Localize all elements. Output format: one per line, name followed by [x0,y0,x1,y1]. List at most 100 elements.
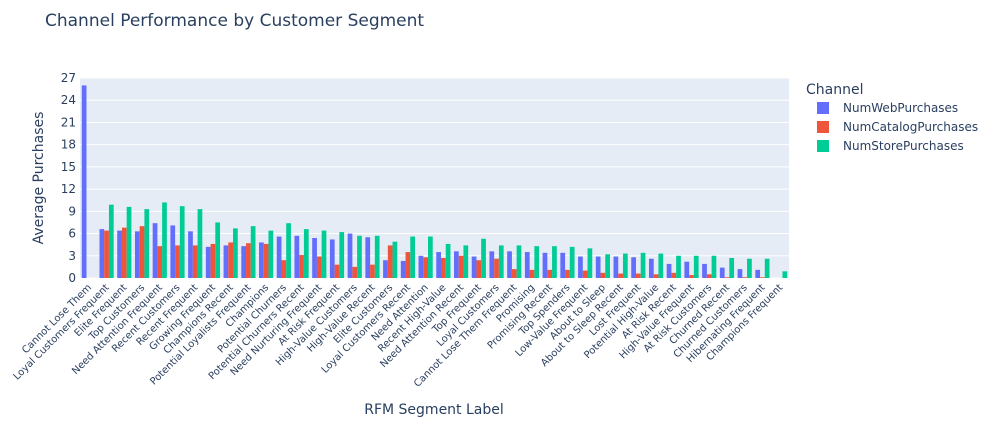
chart-title: Channel Performance by Customer Segment [45,11,424,31]
bar-NumCatalogPurchases-3 [139,226,145,278]
legend-label: NumWebPurchases [843,101,958,115]
bar-NumWebPurchases-25 [524,252,530,278]
plot-area [80,78,789,278]
bar-NumWebPurchases-27 [560,252,566,278]
bar-NumCatalogPurchases-29 [600,272,606,278]
bar-NumStorePurchases-30 [622,253,628,278]
bar-NumCatalogPurchases-36 [724,277,730,278]
legend-swatch [817,102,829,114]
bar-NumCatalogPurchases-19 [423,257,429,278]
bar-NumCatalogPurchases-34 [689,275,694,278]
bar-NumCatalogPurchases-5 [175,245,180,278]
bar-NumStorePurchases-37 [747,258,752,278]
bar-NumStorePurchases-3 [144,209,150,278]
bar-NumWebPurchases-38 [755,269,761,278]
legend-title: Channel [806,82,863,98]
bar-NumCatalogPurchases-26 [547,269,553,278]
bar-NumStorePurchases-8 [233,228,238,278]
y-tick-label: 18 [61,138,76,152]
bar-NumWebPurchases-28 [578,256,583,278]
bar-NumStorePurchases-7 [215,222,221,278]
bar-NumCatalogPurchases-24 [511,269,517,278]
bar-NumWebPurchases-24 [507,251,512,278]
bar-NumStorePurchases-29 [605,254,610,278]
bar-NumStorePurchases-38 [764,258,770,278]
bar-NumStorePurchases-26 [552,246,557,278]
bar-NumWebPurchases-23 [489,251,495,278]
y-tick-label: 9 [68,204,76,218]
bar-NumCatalogPurchases-11 [281,260,287,278]
bar-NumStorePurchases-12 [303,229,309,278]
bar-NumWebPurchases-10 [259,242,264,278]
legend-label: NumCatalogPurchases [843,120,978,134]
bar-NumWebPurchases-15 [347,233,353,278]
bar-NumStorePurchases-13 [321,230,327,278]
legend-swatch [817,140,829,152]
bar-NumStorePurchases-17 [392,241,398,278]
bar-NumCatalogPurchases-22 [476,260,482,278]
bar-NumWebPurchases-4 [152,223,158,278]
bar-NumCatalogPurchases-15 [352,266,358,278]
bar-NumWebPurchases-7 [205,246,211,278]
bar-NumStorePurchases-5 [179,206,185,278]
bar-NumCatalogPurchases-27 [565,269,570,278]
bar-NumCatalogPurchases-31 [635,273,641,278]
bar-NumCatalogPurchases-17 [387,245,393,278]
bar-NumStorePurchases-16 [374,235,380,278]
x-tick-label: Cannot Lose Them [20,282,94,356]
bar-NumCatalogPurchases-21 [458,255,464,278]
bar-NumStorePurchases-28 [587,248,593,278]
bar-NumCatalogPurchases-20 [440,258,446,278]
bar-NumCatalogPurchases-32 [653,274,659,278]
bar-NumWebPurchases-9 [241,246,247,278]
bar-NumStorePurchases-6 [197,209,203,278]
bar-NumCatalogPurchases-13 [316,256,322,278]
bar-NumStorePurchases-32 [658,253,664,278]
bar-NumCatalogPurchases-37 [742,277,748,278]
bar-NumWebPurchases-37 [737,269,743,278]
bar-NumWebPurchases-14 [329,239,335,278]
bar-NumWebPurchases-1 [99,229,105,278]
bar-NumWebPurchases-17 [383,260,388,278]
bar-NumStorePurchases-4 [162,202,167,278]
bar-NumStorePurchases-9 [250,226,256,278]
bar-NumCatalogPurchases-8 [228,242,234,278]
bar-NumStorePurchases-15 [357,235,362,278]
bar-NumStorePurchases-18 [410,236,416,278]
bar-NumCatalogPurchases-38 [760,277,765,278]
bar-NumCatalogPurchases-1 [104,230,109,278]
bar-NumStorePurchases-39 [782,271,788,278]
bar-NumWebPurchases-16 [365,237,371,278]
bar-NumStorePurchases-19 [428,236,433,278]
bar-NumWebPurchases-20 [436,252,441,278]
bar-NumStorePurchases-36 [729,258,735,278]
bar-NumCatalogPurchases-33 [671,272,677,278]
bar-NumStorePurchases-1 [108,204,114,278]
bar-NumCatalogPurchases-14 [334,264,340,278]
y-tick-label: 3 [68,249,76,263]
bar-NumStorePurchases-35 [711,255,717,278]
y-tick-label: 15 [61,160,76,174]
bar-NumStorePurchases-34 [693,255,699,278]
y-tick-label: 0 [68,271,76,285]
bar-NumStorePurchases-2 [126,206,132,278]
bar-NumWebPurchases-2 [117,230,122,278]
bar-NumCatalogPurchases-35 [706,274,712,278]
bar-NumCatalogPurchases-25 [529,269,535,278]
bar-NumWebPurchases-36 [719,267,725,278]
bar-NumStorePurchases-21 [463,245,469,278]
bar-NumStorePurchases-20 [445,243,451,278]
bar-NumCatalogPurchases-2 [121,227,127,278]
bar-NumStorePurchases-22 [481,238,486,278]
bar-NumWebPurchases-21 [453,251,459,278]
y-tick-label: 24 [61,93,76,107]
bar-NumWebPurchases-5 [170,225,176,278]
bar-NumCatalogPurchases-30 [618,273,623,278]
bar-NumWebPurchases-13 [312,238,317,278]
bar-NumStorePurchases-27 [569,246,575,278]
bar-NumCatalogPurchases-18 [405,252,411,278]
bar-NumWebPurchases-35 [702,263,707,278]
bar-NumCatalogPurchases-10 [263,243,269,278]
